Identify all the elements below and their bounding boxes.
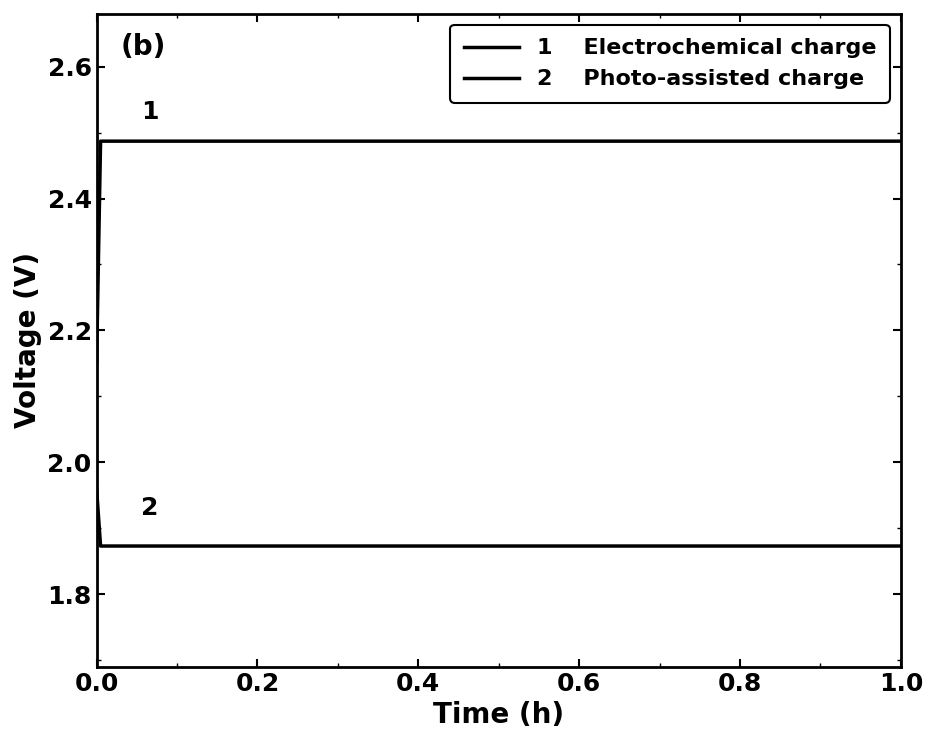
Text: 2: 2	[140, 496, 158, 520]
Legend: 1    Electrochemical charge, 2    Photo-assisted charge: 1 Electrochemical charge, 2 Photo-assist…	[450, 25, 889, 103]
Text: (b): (b)	[121, 33, 166, 62]
X-axis label: Time (h): Time (h)	[432, 701, 563, 729]
Text: 1: 1	[140, 100, 158, 124]
Y-axis label: Voltage (V): Voltage (V)	[14, 252, 42, 429]
